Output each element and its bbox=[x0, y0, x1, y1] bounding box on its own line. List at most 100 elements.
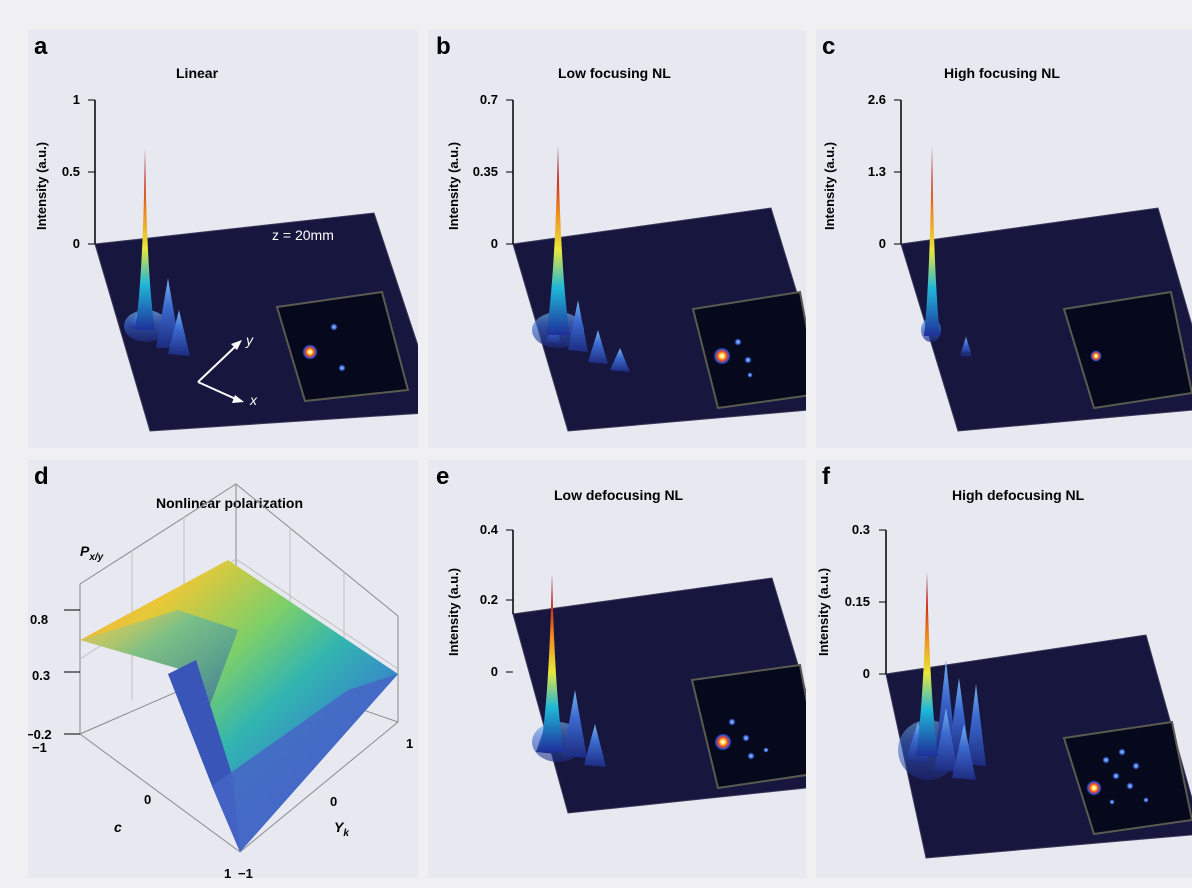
inset-spot bbox=[1102, 756, 1110, 764]
inset-spot bbox=[744, 356, 752, 364]
panel-b: b Low focusing NL 0.7 0.35 0 Intensity (… bbox=[428, 30, 806, 448]
inset-spot bbox=[713, 347, 731, 365]
z-tick-label: 0 bbox=[491, 236, 498, 251]
x-axis-label: x bbox=[249, 392, 258, 408]
z-tick-label: 0.3 bbox=[852, 522, 870, 537]
side-lobe bbox=[936, 660, 956, 752]
z-axis-label: Intensity (a.u.) bbox=[34, 142, 49, 230]
side-lobe bbox=[960, 336, 972, 357]
panel-title: High defocusing NL bbox=[952, 487, 1085, 503]
z-tick-label: 0 bbox=[491, 664, 498, 679]
surface-plot: 0.8 0.3 −0.2 Px/y −1 0 1 c −1 0 1 Yk bbox=[28, 483, 413, 878]
z-axis-label: Intensity (a.u.) bbox=[822, 142, 837, 230]
side-lobe bbox=[966, 684, 986, 766]
panel-title: Linear bbox=[176, 65, 219, 81]
panel-label: e bbox=[436, 463, 449, 490]
y-tick-label: 0 bbox=[330, 794, 337, 809]
x-axis-label: c bbox=[114, 819, 122, 835]
inset-spot bbox=[747, 752, 755, 760]
z-axis-label: Px/y bbox=[80, 543, 104, 563]
inset-spot bbox=[1118, 748, 1126, 756]
side-lobe bbox=[610, 348, 630, 372]
panel-f-plot: f High defocusing NL 0.3 0.15 0 Intensit… bbox=[816, 463, 1192, 859]
side-lobe bbox=[952, 724, 976, 780]
panel-title: Nonlinear polarization bbox=[156, 495, 303, 511]
side-lobe bbox=[588, 330, 608, 364]
panel-title: Low focusing NL bbox=[558, 65, 671, 81]
intensity-plot: 0.3 0.15 0 Intensity (a.u.) bbox=[816, 522, 1192, 859]
z-tick-label: 0.15 bbox=[845, 594, 870, 609]
z-tick-label: 0.35 bbox=[473, 164, 498, 179]
panel-d: d Nonlinear polarization bbox=[28, 460, 418, 878]
surface-lower bbox=[212, 674, 398, 852]
inset-spot bbox=[734, 338, 742, 346]
panel-c-plot: c High focusing NL 2.6 1.3 0 Intensity (… bbox=[822, 33, 1192, 432]
main-peak bbox=[916, 572, 938, 756]
y-axis-label: Yk bbox=[334, 819, 349, 839]
inset-image bbox=[275, 290, 410, 403]
inset-spot bbox=[1086, 780, 1102, 796]
inset-spot bbox=[747, 372, 753, 378]
z-tick-label: 1.3 bbox=[868, 164, 886, 179]
intensity-plot: 0.7 0.35 0 Intensity (a.u.) bbox=[446, 92, 806, 432]
inset-spot bbox=[302, 344, 318, 360]
panel-c: c High focusing NL 2.6 1.3 0 Intensity (… bbox=[816, 30, 1192, 448]
inset-spot bbox=[714, 733, 732, 751]
main-peak bbox=[546, 146, 570, 335]
z-tick-label: 0.3 bbox=[32, 668, 50, 683]
panel-f: f High defocusing NL 0.3 0.15 0 Intensit… bbox=[816, 460, 1192, 878]
inset-spot bbox=[1109, 799, 1115, 805]
y-tick-label: 1 bbox=[406, 736, 413, 751]
inset-spot bbox=[763, 747, 769, 753]
inset-image bbox=[1062, 290, 1192, 410]
panel-label: b bbox=[436, 33, 451, 60]
panel-d-plot: d Nonlinear polarization bbox=[28, 463, 413, 878]
x-tick-label: −1 bbox=[32, 740, 47, 755]
inset-spot bbox=[742, 734, 750, 742]
panel-a-plot: a Linear 1 0.5 0 Intensity (a.u.) z = 20… bbox=[34, 33, 418, 432]
inset-spot bbox=[1132, 762, 1140, 770]
z-tick-label: −0.2 bbox=[28, 727, 52, 742]
side-lobe bbox=[584, 724, 606, 767]
z-axis-label: Intensity (a.u.) bbox=[446, 142, 461, 230]
inset-image bbox=[690, 663, 806, 790]
z-tick-label: 0.4 bbox=[480, 522, 499, 537]
z-tick-label: 0.7 bbox=[480, 92, 498, 107]
panel-label: f bbox=[822, 463, 831, 490]
main-peak bbox=[924, 146, 940, 336]
z-tick-label: 2.6 bbox=[868, 92, 886, 107]
inset-spot bbox=[728, 718, 736, 726]
inset-spot bbox=[338, 364, 346, 372]
side-lobe bbox=[568, 300, 588, 352]
inset-spot bbox=[1143, 797, 1149, 803]
inset-spot bbox=[1112, 772, 1120, 780]
side-lobe bbox=[563, 690, 587, 758]
x-tick-label: 1 bbox=[224, 866, 231, 878]
inset-spot bbox=[1090, 350, 1102, 362]
intensity-plot: 1 0.5 0 Intensity (a.u.) z = 20mm y x bbox=[34, 92, 418, 432]
panel-label: a bbox=[34, 33, 48, 60]
y-tick-label: −1 bbox=[238, 866, 253, 878]
intensity-plot: 2.6 1.3 0 Intensity (a.u.) bbox=[822, 92, 1192, 432]
panel-label: c bbox=[822, 33, 835, 60]
z-tick-label: 0.2 bbox=[480, 592, 498, 607]
z-tick-label: 0.5 bbox=[62, 164, 80, 179]
side-lobe bbox=[934, 708, 958, 772]
intensity-plot: 0.4 0.2 0 Intensity (a.u.) bbox=[446, 522, 806, 814]
side-lobe bbox=[168, 310, 190, 356]
y-axis-label: y bbox=[245, 332, 254, 348]
axes-indicator: y x bbox=[197, 332, 258, 408]
distance-annotation: z = 20mm bbox=[272, 227, 334, 243]
inset-image bbox=[691, 290, 806, 410]
panel-label: d bbox=[34, 463, 49, 490]
z-tick-label: 0 bbox=[863, 666, 870, 681]
panel-title: Low defocusing NL bbox=[554, 487, 684, 503]
z-axis-label: Intensity (a.u.) bbox=[816, 568, 831, 656]
z-axis-label: Intensity (a.u.) bbox=[446, 568, 461, 656]
z-tick-label: 0 bbox=[879, 236, 886, 251]
panel-a: a Linear 1 0.5 0 Intensity (a.u.) z = 20… bbox=[28, 30, 418, 448]
panel-e: e Low defocusing NL 0.4 0.2 0 Intensity … bbox=[428, 460, 806, 878]
z-tick-label: 0 bbox=[73, 236, 80, 251]
inset-spot bbox=[330, 323, 338, 331]
